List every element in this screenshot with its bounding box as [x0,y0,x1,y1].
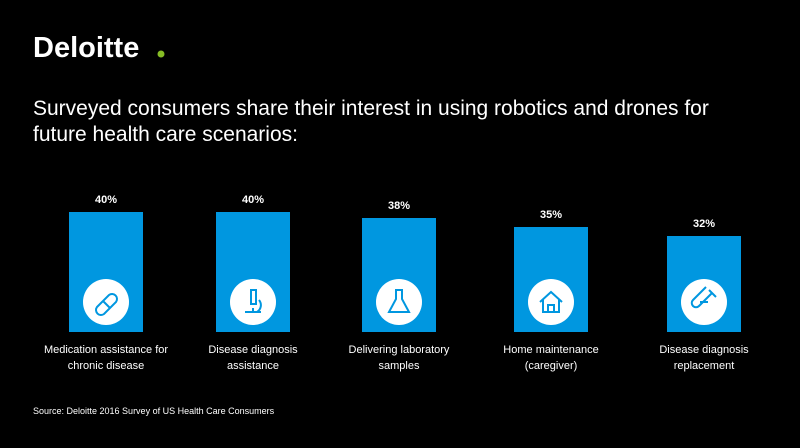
x-tick-label: samples [379,360,420,372]
value-label: 35% [540,209,562,221]
icon [387,289,411,313]
value-label: 38% [388,200,410,212]
icon [245,289,262,313]
icon [95,293,118,316]
icon-circle [528,279,574,325]
icon [539,290,563,313]
source: Source: Deloitte 2016 Survey of US Healt… [33,406,275,416]
icon [690,286,717,309]
icon-circle [83,279,129,325]
x-tick-label: (caregiver) [525,360,578,372]
value-label: 32% [693,218,715,230]
x-tick-label: replacement [674,360,735,372]
x-tick-label: Delivering laboratory [349,344,450,356]
icon-circle [230,279,276,325]
x-tick-label: Home maintenance [503,344,598,356]
x-tick-label: assistance [227,360,279,372]
x-tick-label: Medication assistance for [44,344,168,356]
value-label: 40% [95,194,117,206]
icon-circle [376,279,422,325]
x-tick-label: Disease diagnosis [659,344,749,356]
logo-dot [157,50,165,58]
logo: Deloitte [33,32,139,64]
title-line: Surveyed consumers share their interest … [33,97,709,120]
x-tick-label: Disease diagnosis [208,344,298,356]
title-line: future health care scenarios: [33,123,298,146]
value-label: 40% [242,194,264,206]
x-tick-label: chronic disease [68,360,144,372]
